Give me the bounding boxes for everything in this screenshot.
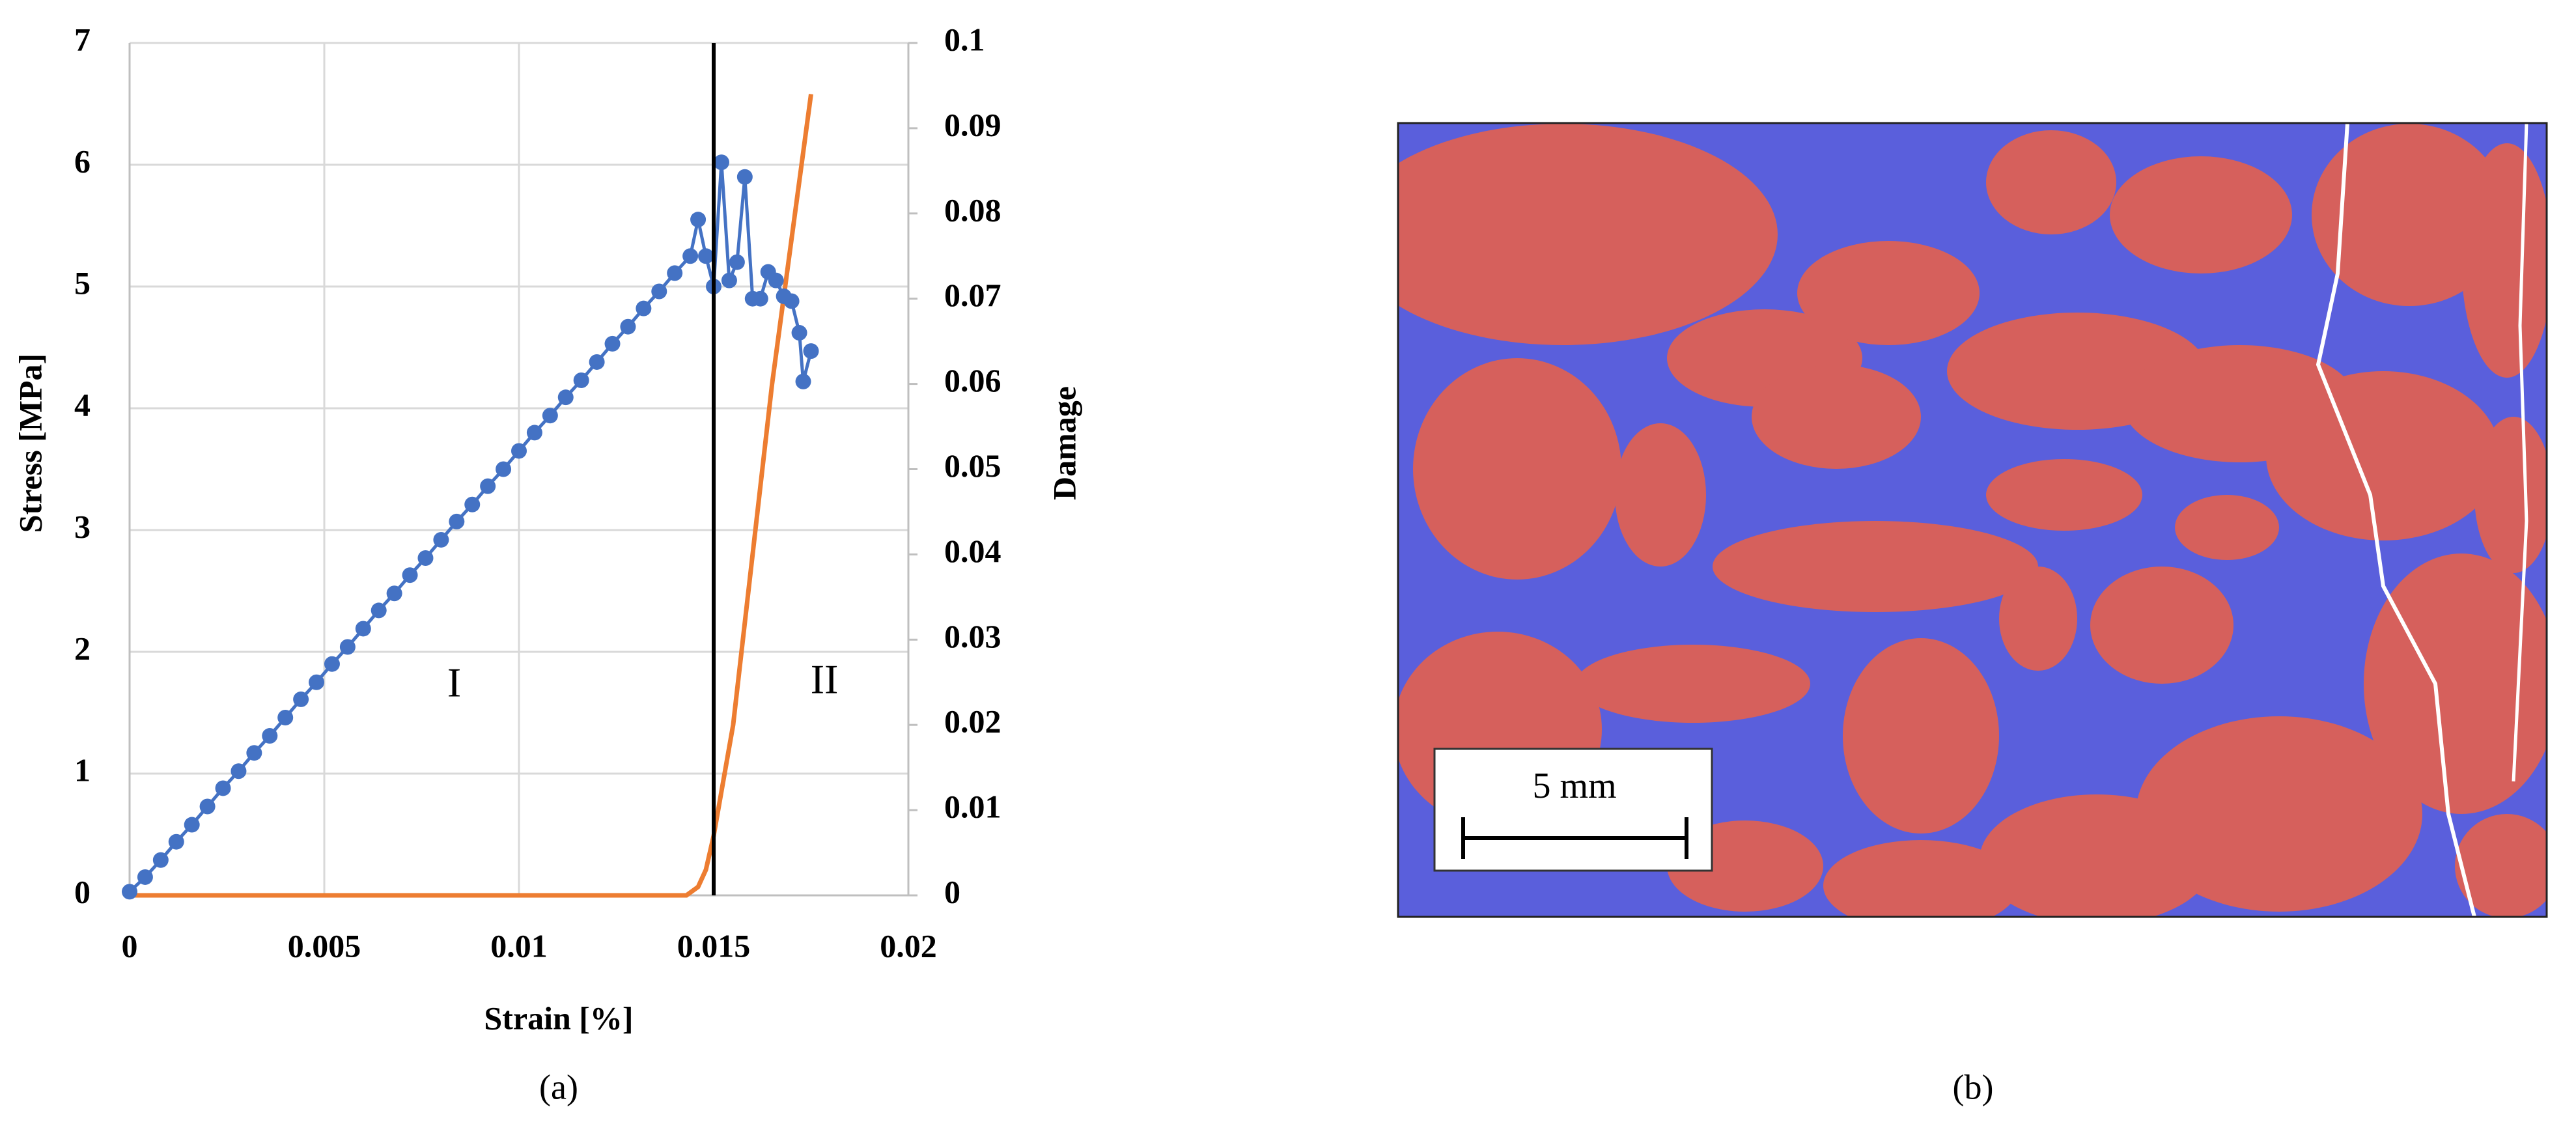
y-tick-label: 2 — [74, 630, 91, 666]
series-line — [128, 162, 813, 893]
data-point — [542, 408, 558, 424]
data-point — [137, 869, 153, 885]
data-point — [573, 372, 589, 388]
y-tick-label: 3 — [74, 508, 91, 544]
caption: (a) — [539, 1067, 578, 1106]
micrograph-frame — [1397, 122, 2548, 918]
y-tick-label: 7 — [74, 21, 91, 57]
data-point — [690, 212, 707, 228]
aggregates — [1398, 124, 2547, 917]
y2-tick-label: 0.06 — [944, 362, 1001, 399]
x-tick-label: 0 — [122, 927, 138, 964]
data-point — [795, 373, 811, 389]
data-point — [122, 884, 137, 900]
data-point — [803, 343, 819, 359]
data-point — [246, 745, 262, 761]
data-point — [768, 272, 784, 288]
data-point — [511, 443, 527, 459]
data-point — [215, 780, 231, 796]
y2-tick-label: 0.05 — [944, 447, 1001, 484]
y2-tick-label: 0.07 — [944, 277, 1001, 313]
data-point — [636, 300, 652, 316]
y2-tick-label: 0.02 — [944, 703, 1001, 740]
series-line — [130, 94, 813, 898]
x-tick-label: 0.01 — [490, 927, 548, 964]
data-point — [355, 621, 371, 637]
caption: (b) — [1953, 1067, 1994, 1106]
y-tick-label: 0 — [74, 873, 91, 910]
y2-tick-label: 0.01 — [944, 789, 1001, 825]
data-point — [402, 567, 418, 583]
data-point — [604, 335, 621, 352]
y-tick-label: 1 — [74, 751, 91, 788]
data-point — [651, 283, 667, 300]
data-point — [168, 834, 184, 850]
data-point — [791, 325, 807, 341]
data-point — [721, 272, 737, 288]
data-point — [464, 496, 481, 512]
scale-bar — [1461, 817, 1688, 859]
data-point — [199, 798, 216, 815]
data-point — [417, 550, 434, 567]
data-point — [449, 513, 465, 529]
annotation: II — [811, 656, 839, 703]
data-point — [713, 154, 729, 171]
data-point — [667, 265, 683, 281]
y2-tick-label: 0.09 — [944, 106, 1001, 143]
data-point — [324, 656, 340, 672]
data-point — [262, 728, 278, 744]
data-point — [480, 478, 496, 494]
data-point — [309, 674, 325, 690]
scale-bar-box — [1433, 748, 1713, 872]
data-point — [589, 354, 605, 370]
y-tick-label: 5 — [74, 264, 91, 301]
data-point — [152, 852, 169, 868]
data-point — [371, 602, 387, 619]
y2-tick-label: 0.08 — [944, 191, 1001, 228]
data-point — [293, 691, 309, 707]
y-axis-label: Stress [MPa] — [12, 354, 48, 533]
x-tick-label: 0.02 — [880, 927, 937, 964]
data-point — [752, 290, 768, 307]
data-point — [433, 531, 449, 548]
y2-tick-label: 0.1 — [944, 21, 985, 57]
data-point — [339, 639, 356, 655]
data-point — [496, 461, 512, 477]
data-point — [729, 254, 745, 270]
data-point — [526, 425, 542, 441]
y-tick-label: 6 — [74, 143, 91, 179]
annotation: I — [447, 660, 461, 706]
data-point — [682, 248, 699, 264]
data-point — [557, 389, 574, 406]
data-point — [277, 709, 294, 725]
x-axis-label: Strain [%] — [484, 1000, 633, 1036]
y2-tick-label: 0.03 — [944, 618, 1001, 654]
x-tick-label: 0.005 — [288, 927, 361, 964]
crack — [2316, 123, 2476, 917]
data-point — [231, 763, 247, 779]
data-point — [698, 248, 714, 264]
data-point — [386, 585, 402, 602]
y2-tick-label: 0.04 — [944, 533, 1001, 569]
y2-axis-label: Damage — [1046, 386, 1082, 500]
x-tick-label: 0.015 — [677, 927, 751, 964]
y-tick-label: 4 — [74, 386, 91, 423]
crack — [2512, 123, 2528, 782]
data-point — [783, 293, 800, 309]
scale-bar-label: 5 mm — [1532, 766, 1616, 806]
data-point — [184, 817, 200, 833]
data-point — [620, 318, 636, 335]
y2-tick-label: 0 — [944, 873, 960, 910]
data-point — [736, 169, 753, 185]
